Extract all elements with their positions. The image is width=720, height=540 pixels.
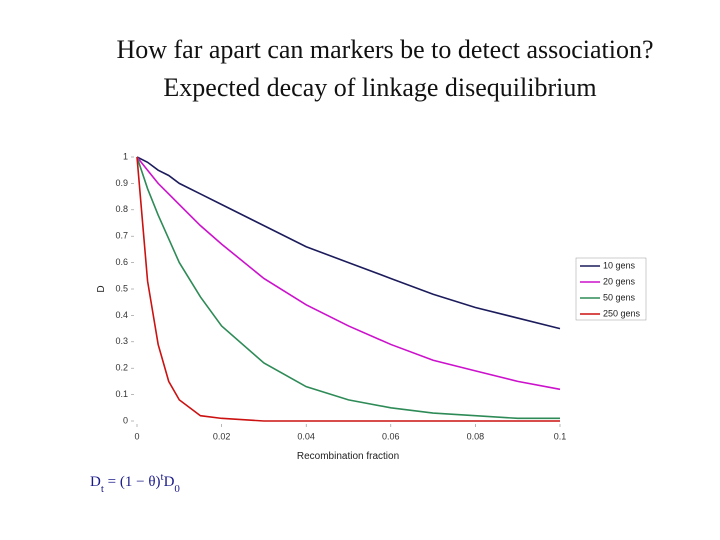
formula-part: t [101,483,104,495]
x-axis-label: Recombination fraction [297,451,399,462]
y-tick-label: 0.7 [115,231,128,241]
y-tick-label: 0.1 [115,389,128,399]
formula-part: D [164,474,175,490]
y-tick-label: 0.2 [115,363,128,373]
y-tick-label: 1 [123,151,128,161]
y-tick-label: 0.8 [115,204,128,214]
x-tick-label: 0.02 [213,431,231,441]
series-line [136,156,560,422]
x-tick-label: 0 [134,431,139,441]
y-tick-label: 0.4 [115,310,128,320]
formula-part: D [90,474,101,490]
x-tick-label: 0.08 [467,431,485,441]
y-tick-label: 0.6 [115,257,128,267]
series-line [136,156,561,391]
y-tick-label: 0.9 [115,178,128,188]
legend-label: 50 gens [603,292,636,302]
chart-subtitle: Expected decay of linkage disequilibrium [163,73,596,102]
y-tick-label: 0.3 [115,336,128,346]
x-tick-label: 0.04 [297,431,315,441]
x-tick-label: 0.1 [554,431,567,441]
legend-label: 20 gens [603,276,636,286]
formula: Dt = (1 − θ)tD0 [90,471,180,495]
legend-box [575,257,647,321]
formula-part: 0 [174,483,180,495]
legend-label: 10 gens [603,260,636,270]
y-tick-label: 0 [123,415,128,425]
formula-part: t [161,471,164,483]
series-line [136,156,561,330]
chart-title: How far apart can markers be to detect a… [116,35,653,64]
y-axis-label: D [96,285,107,292]
series-line [136,156,560,420]
y-tick-label: 0.5 [115,283,128,293]
legend-label: 250 gens [603,308,641,318]
formula-part: = (1 − θ) [104,474,161,490]
x-tick-label: 0.06 [382,431,400,441]
